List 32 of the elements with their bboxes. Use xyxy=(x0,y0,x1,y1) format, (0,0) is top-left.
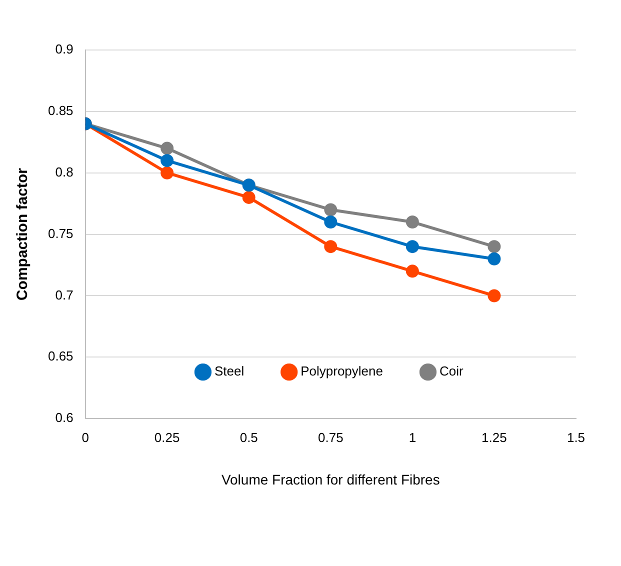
x-tick-label: 1 xyxy=(408,430,416,445)
point xyxy=(160,166,174,180)
y-tick-label: 0.75 xyxy=(48,226,74,241)
y-tick-label: 0.8 xyxy=(55,164,74,180)
y-tick-label: 0.85 xyxy=(48,103,74,118)
x-tick-label: 0.25 xyxy=(154,430,180,445)
x-tick-label: 1.25 xyxy=(482,430,507,445)
y-tick-label: 0.65 xyxy=(48,348,74,364)
legend-label: Steel xyxy=(214,364,244,379)
x-tick-label: 1.5 xyxy=(566,430,586,445)
y-tick-label: 0.6 xyxy=(55,410,74,426)
point xyxy=(324,203,338,216)
point xyxy=(324,216,338,229)
point xyxy=(160,154,174,168)
point xyxy=(488,289,501,302)
x-tick-label: 0.75 xyxy=(318,430,344,445)
y-tick-label: 0.7 xyxy=(55,287,74,302)
point xyxy=(242,190,256,204)
x-tick-label: 0.5 xyxy=(240,430,258,445)
y-tick-label: 0.9 xyxy=(55,42,74,57)
point xyxy=(488,252,501,266)
point xyxy=(160,142,174,155)
x-axis-title: Volume Fraction for different Fibres xyxy=(221,471,440,488)
y-axis-title: Compaction factor xyxy=(14,168,32,301)
x-tick-label: 0 xyxy=(82,430,89,445)
point xyxy=(324,240,338,254)
point xyxy=(406,264,419,278)
point xyxy=(488,240,501,254)
point xyxy=(406,216,419,229)
legend-label: Coir xyxy=(439,364,464,379)
legend-label: Polypropylene xyxy=(300,364,383,379)
point xyxy=(406,240,419,254)
